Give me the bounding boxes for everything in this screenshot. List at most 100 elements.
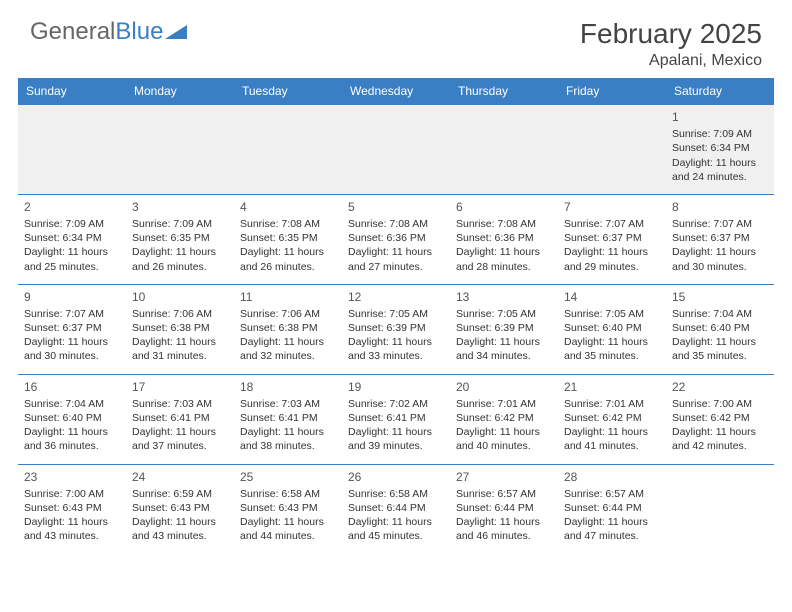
daylight-text: Daylight: 11 hours bbox=[24, 425, 120, 439]
daylight-text: and 37 minutes. bbox=[132, 439, 228, 453]
sunrise-text: Sunrise: 7:04 AM bbox=[24, 397, 120, 411]
page-header: GeneralBlue February 2025 Apalani, Mexic… bbox=[0, 0, 792, 78]
day-number: 20 bbox=[456, 379, 552, 395]
daylight-text: Daylight: 11 hours bbox=[240, 245, 336, 259]
calendar-week-row: 16Sunrise: 7:04 AMSunset: 6:40 PMDayligh… bbox=[18, 374, 774, 464]
calendar-cell: 28Sunrise: 6:57 AMSunset: 6:44 PMDayligh… bbox=[558, 464, 666, 553]
calendar-cell: 23Sunrise: 7:00 AMSunset: 6:43 PMDayligh… bbox=[18, 464, 126, 553]
day-number: 21 bbox=[564, 379, 660, 395]
day-number: 2 bbox=[24, 199, 120, 215]
calendar-cell: 12Sunrise: 7:05 AMSunset: 6:39 PMDayligh… bbox=[342, 284, 450, 374]
day-number: 1 bbox=[672, 109, 768, 125]
sunset-text: Sunset: 6:36 PM bbox=[348, 231, 444, 245]
sunrise-text: Sunrise: 7:00 AM bbox=[672, 397, 768, 411]
calendar-cell: 10Sunrise: 7:06 AMSunset: 6:38 PMDayligh… bbox=[126, 284, 234, 374]
calendar-cell: 8Sunrise: 7:07 AMSunset: 6:37 PMDaylight… bbox=[666, 194, 774, 284]
logo: GeneralBlue bbox=[30, 18, 187, 46]
daylight-text: and 46 minutes. bbox=[456, 529, 552, 543]
calendar-week-row: 23Sunrise: 7:00 AMSunset: 6:43 PMDayligh… bbox=[18, 464, 774, 553]
calendar-cell bbox=[666, 464, 774, 553]
daylight-text: Daylight: 11 hours bbox=[24, 515, 120, 529]
calendar-cell: 9Sunrise: 7:07 AMSunset: 6:37 PMDaylight… bbox=[18, 284, 126, 374]
daylight-text: and 38 minutes. bbox=[240, 439, 336, 453]
day-number: 15 bbox=[672, 289, 768, 305]
daylight-text: and 34 minutes. bbox=[456, 349, 552, 363]
calendar-cell: 21Sunrise: 7:01 AMSunset: 6:42 PMDayligh… bbox=[558, 374, 666, 464]
daylight-text: Daylight: 11 hours bbox=[348, 245, 444, 259]
calendar-cell: 22Sunrise: 7:00 AMSunset: 6:42 PMDayligh… bbox=[666, 374, 774, 464]
daylight-text: and 26 minutes. bbox=[132, 260, 228, 274]
daylight-text: and 36 minutes. bbox=[24, 439, 120, 453]
sunset-text: Sunset: 6:44 PM bbox=[564, 501, 660, 515]
day-header: Wednesday bbox=[342, 78, 450, 105]
sunrise-text: Sunrise: 7:02 AM bbox=[348, 397, 444, 411]
calendar-cell: 13Sunrise: 7:05 AMSunset: 6:39 PMDayligh… bbox=[450, 284, 558, 374]
day-header: Thursday bbox=[450, 78, 558, 105]
daylight-text: Daylight: 11 hours bbox=[240, 335, 336, 349]
sunrise-text: Sunrise: 7:09 AM bbox=[24, 217, 120, 231]
day-number: 25 bbox=[240, 469, 336, 485]
sunset-text: Sunset: 6:41 PM bbox=[240, 411, 336, 425]
daylight-text: Daylight: 11 hours bbox=[456, 425, 552, 439]
daylight-text: Daylight: 11 hours bbox=[24, 245, 120, 259]
logo-triangle-icon bbox=[165, 18, 187, 46]
sunset-text: Sunset: 6:34 PM bbox=[672, 141, 768, 155]
day-number: 14 bbox=[564, 289, 660, 305]
day-header: Tuesday bbox=[234, 78, 342, 105]
sunrise-text: Sunrise: 7:01 AM bbox=[564, 397, 660, 411]
daylight-text: and 42 minutes. bbox=[672, 439, 768, 453]
calendar-table: SundayMondayTuesdayWednesdayThursdayFrid… bbox=[18, 78, 774, 553]
daylight-text: Daylight: 11 hours bbox=[456, 515, 552, 529]
day-number: 12 bbox=[348, 289, 444, 305]
daylight-text: and 40 minutes. bbox=[456, 439, 552, 453]
day-number: 27 bbox=[456, 469, 552, 485]
sunset-text: Sunset: 6:35 PM bbox=[240, 231, 336, 245]
sunrise-text: Sunrise: 7:03 AM bbox=[132, 397, 228, 411]
daylight-text: Daylight: 11 hours bbox=[132, 335, 228, 349]
day-header: Saturday bbox=[666, 78, 774, 105]
calendar-cell: 17Sunrise: 7:03 AMSunset: 6:41 PMDayligh… bbox=[126, 374, 234, 464]
calendar-cell: 20Sunrise: 7:01 AMSunset: 6:42 PMDayligh… bbox=[450, 374, 558, 464]
daylight-text: and 43 minutes. bbox=[132, 529, 228, 543]
daylight-text: and 27 minutes. bbox=[348, 260, 444, 274]
daylight-text: and 28 minutes. bbox=[456, 260, 552, 274]
sunrise-text: Sunrise: 6:58 AM bbox=[240, 487, 336, 501]
day-number: 5 bbox=[348, 199, 444, 215]
sunset-text: Sunset: 6:41 PM bbox=[132, 411, 228, 425]
sunset-text: Sunset: 6:40 PM bbox=[564, 321, 660, 335]
day-number: 13 bbox=[456, 289, 552, 305]
sunset-text: Sunset: 6:42 PM bbox=[564, 411, 660, 425]
sunrise-text: Sunrise: 7:06 AM bbox=[240, 307, 336, 321]
calendar-cell: 26Sunrise: 6:58 AMSunset: 6:44 PMDayligh… bbox=[342, 464, 450, 553]
sunset-text: Sunset: 6:34 PM bbox=[24, 231, 120, 245]
day-header-row: SundayMondayTuesdayWednesdayThursdayFrid… bbox=[18, 78, 774, 105]
daylight-text: Daylight: 11 hours bbox=[132, 425, 228, 439]
daylight-text: Daylight: 11 hours bbox=[564, 515, 660, 529]
sunrise-text: Sunrise: 7:06 AM bbox=[132, 307, 228, 321]
day-number: 11 bbox=[240, 289, 336, 305]
day-number: 10 bbox=[132, 289, 228, 305]
daylight-text: Daylight: 11 hours bbox=[132, 515, 228, 529]
daylight-text: Daylight: 11 hours bbox=[672, 156, 768, 170]
sunset-text: Sunset: 6:43 PM bbox=[132, 501, 228, 515]
sunset-text: Sunset: 6:39 PM bbox=[348, 321, 444, 335]
day-number: 8 bbox=[672, 199, 768, 215]
day-number: 3 bbox=[132, 199, 228, 215]
daylight-text: and 35 minutes. bbox=[564, 349, 660, 363]
day-number: 4 bbox=[240, 199, 336, 215]
daylight-text: Daylight: 11 hours bbox=[564, 245, 660, 259]
calendar-cell bbox=[342, 105, 450, 195]
day-number: 22 bbox=[672, 379, 768, 395]
calendar-cell: 18Sunrise: 7:03 AMSunset: 6:41 PMDayligh… bbox=[234, 374, 342, 464]
daylight-text: Daylight: 11 hours bbox=[24, 335, 120, 349]
daylight-text: and 32 minutes. bbox=[240, 349, 336, 363]
day-number: 16 bbox=[24, 379, 120, 395]
day-header: Monday bbox=[126, 78, 234, 105]
daylight-text: and 24 minutes. bbox=[672, 170, 768, 184]
daylight-text: and 45 minutes. bbox=[348, 529, 444, 543]
calendar-cell: 6Sunrise: 7:08 AMSunset: 6:36 PMDaylight… bbox=[450, 194, 558, 284]
daylight-text: Daylight: 11 hours bbox=[564, 335, 660, 349]
sunrise-text: Sunrise: 7:09 AM bbox=[132, 217, 228, 231]
title-block: February 2025 Apalani, Mexico bbox=[580, 18, 762, 70]
sunrise-text: Sunrise: 7:08 AM bbox=[456, 217, 552, 231]
